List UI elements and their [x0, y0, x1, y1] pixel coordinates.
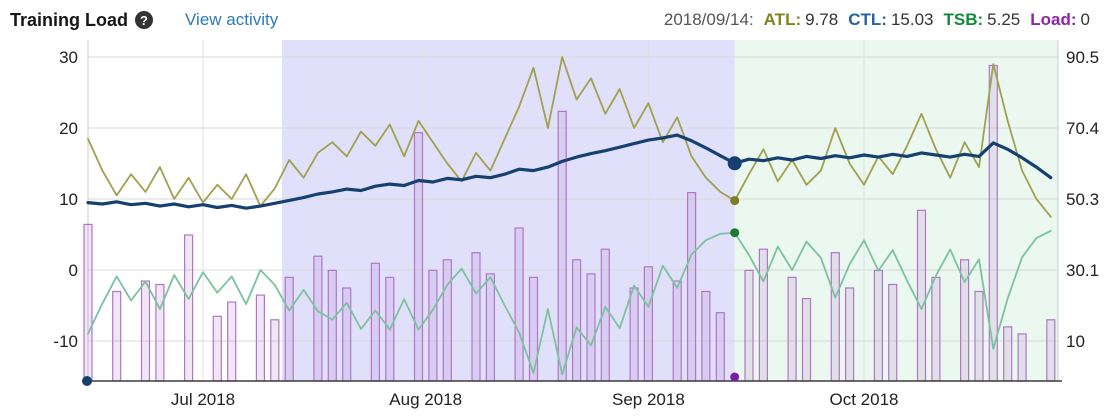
stat-atl-label: ATL:	[763, 10, 802, 29]
load-bar[interactable]	[1003, 326, 1013, 382]
load-bar[interactable]	[227, 301, 237, 382]
load-bar[interactable]	[471, 252, 481, 382]
stat-ctl-label: CTL:	[848, 10, 887, 29]
load-bar[interactable]	[255, 294, 265, 382]
load-bar[interactable]	[442, 259, 452, 382]
load-bar[interactable]	[873, 269, 884, 382]
stat-ctl-value: 15.03	[890, 10, 934, 29]
load-bar[interactable]	[1017, 333, 1027, 382]
load-bar[interactable]	[485, 273, 495, 382]
stat-load-value: 0	[1080, 10, 1090, 29]
load-bar[interactable]	[916, 209, 927, 382]
load-bar[interactable]	[155, 283, 165, 382]
load-bar[interactable]	[931, 276, 941, 382]
stat-load: Load: 0	[1030, 10, 1090, 30]
marker-ctl-dot[interactable]	[727, 156, 742, 171]
load-bar[interactable]	[801, 298, 812, 382]
load-bar[interactable]	[1046, 319, 1056, 382]
atl-line	[87, 56, 1052, 218]
load-bar[interactable]	[830, 252, 840, 382]
stat-tsb-label: TSB:	[943, 10, 984, 29]
left-axis-label: 20	[59, 119, 78, 138]
load-bar[interactable]	[514, 227, 524, 382]
stat-atl: ATL: 9.78	[764, 10, 839, 30]
load-bar[interactable]	[586, 273, 596, 382]
help-icon[interactable]: ?	[135, 11, 154, 29]
ctl-line	[86, 133, 1053, 210]
load-bar[interactable]	[370, 262, 380, 382]
x-axis-label: Jul 2018	[171, 390, 235, 409]
load-bar[interactable]	[270, 319, 280, 382]
right-axis-label: 90.5	[1066, 48, 1099, 67]
load-bar[interactable]	[643, 266, 654, 382]
view-activity-link[interactable]: View activity	[185, 10, 279, 29]
load-bar[interactable]	[184, 234, 194, 382]
load-bar[interactable]	[428, 269, 438, 382]
load-bar[interactable]	[140, 280, 151, 382]
load-bar[interactable]	[686, 192, 697, 382]
load-bar[interactable]	[413, 131, 424, 382]
stat-tsb: TSB: 5.25	[943, 10, 1020, 30]
load-bar[interactable]	[787, 276, 797, 382]
left-axis-label: 30	[59, 48, 78, 67]
right-axis-label: 30.1	[1066, 261, 1099, 280]
page-title: Training Load	[10, 9, 129, 30]
load-bar[interactable]	[758, 248, 769, 382]
stat-load-label: Load:	[1030, 10, 1077, 29]
stat-ctl: CTL: 15.03	[848, 10, 933, 30]
load-bar[interactable]	[888, 283, 898, 382]
load-bar[interactable]	[557, 110, 567, 382]
load-bar[interactable]	[744, 269, 754, 382]
right-axis-label: 10	[1066, 332, 1085, 351]
load-bar[interactable]	[844, 287, 855, 382]
load-bar[interactable]	[571, 259, 582, 382]
left-axis-label: 0	[69, 261, 78, 280]
load-bar[interactable]	[974, 290, 984, 382]
range-handle[interactable]	[82, 376, 92, 386]
left-axis-label: 10	[59, 190, 78, 209]
load-bar[interactable]	[715, 312, 725, 382]
left-axis-label: -10	[53, 332, 78, 351]
load-bar[interactable]	[701, 290, 711, 382]
marker-stats: 2018/09/14: ATL: 9.78 CTL: 15.03 TSB: 5.25 …	[664, 10, 1090, 30]
load-bar[interactable]	[672, 280, 682, 382]
stat-tsb-value: 5.25	[987, 10, 1021, 29]
load-bar[interactable]	[629, 287, 639, 382]
stat-atl-value: 9.78	[805, 10, 839, 29]
marker-atl-dot[interactable]	[730, 196, 740, 206]
marker-date: 2018/09/14:	[663, 10, 754, 29]
load-bar[interactable]	[284, 276, 294, 382]
load-bar[interactable]	[313, 255, 323, 382]
load-bar[interactable]	[112, 290, 122, 382]
right-axis-label: 50.3	[1066, 190, 1099, 209]
marker-load-dot[interactable]	[730, 372, 740, 382]
x-axis-label: Sep 2018	[612, 390, 685, 409]
x-axis-label: Oct 2018	[830, 390, 899, 409]
load-bar[interactable]	[212, 315, 222, 382]
right-axis-label: 70.4	[1066, 119, 1099, 138]
tsb-line	[87, 229, 1052, 376]
x-axis-label: Aug 2018	[389, 390, 462, 409]
header: Training Load ? View activity 2018/09/14…	[0, 0, 1104, 34]
load-bar[interactable]	[83, 223, 93, 382]
load-bar[interactable]	[327, 269, 337, 382]
marker-tsb-dot[interactable]	[730, 228, 740, 238]
training-load-chart[interactable]: 30 90.5 20 70.4 10 50.3 0 30.1 -10 10 Jul 2018 Aug …	[0, 34, 1104, 417]
